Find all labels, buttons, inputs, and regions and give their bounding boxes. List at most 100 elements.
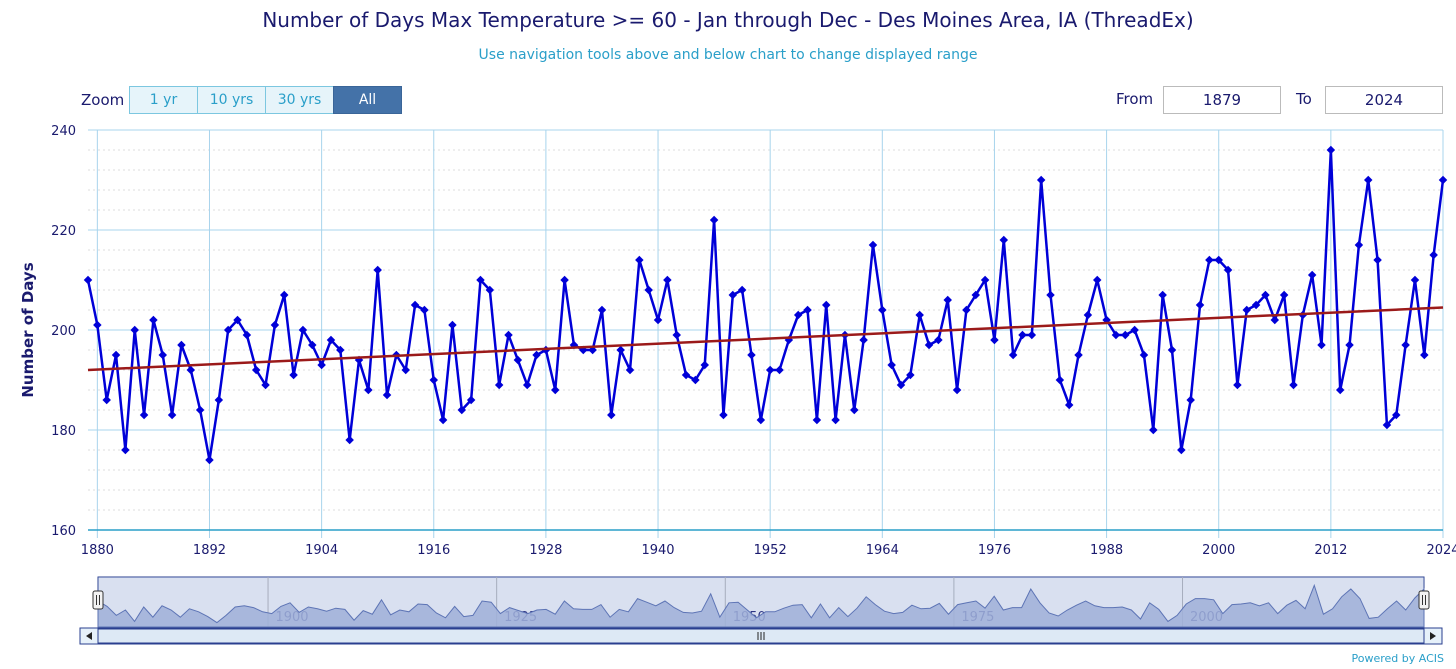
y-tick-label: 180 bbox=[51, 424, 76, 439]
to-label: To bbox=[1296, 90, 1312, 108]
data-point bbox=[850, 405, 859, 415]
y-axis-label: Number of Days bbox=[19, 262, 37, 397]
data-point bbox=[1130, 325, 1139, 335]
data-point bbox=[719, 410, 728, 420]
data-point bbox=[560, 275, 569, 285]
zoom-all-button[interactable]: All bbox=[333, 86, 402, 114]
data-point bbox=[1018, 330, 1027, 340]
data-point bbox=[990, 335, 999, 345]
data-point bbox=[681, 370, 691, 380]
from-input[interactable] bbox=[1163, 86, 1281, 114]
data-point bbox=[373, 265, 382, 275]
handle-body[interactable] bbox=[92, 590, 104, 610]
data-point bbox=[971, 290, 981, 300]
x-tick-label: 1988 bbox=[1090, 543, 1123, 558]
data-point bbox=[962, 305, 971, 315]
data-point bbox=[1242, 305, 1252, 315]
data-point bbox=[550, 385, 560, 395]
data-point bbox=[289, 370, 298, 380]
x-tick-label: 2000 bbox=[1202, 543, 1235, 558]
navigator-right-handle[interactable] bbox=[1418, 590, 1430, 610]
navigator-left-handle[interactable] bbox=[92, 590, 104, 610]
data-point bbox=[476, 275, 485, 285]
data-point bbox=[793, 310, 803, 320]
data-point bbox=[644, 285, 653, 295]
data-point bbox=[980, 275, 990, 285]
x-tick-label: 1892 bbox=[193, 543, 226, 558]
chart-title: Number of Days Max Temperature >= 60 - J… bbox=[262, 8, 1194, 32]
data-point bbox=[831, 415, 840, 425]
data-point bbox=[485, 285, 495, 295]
data-point bbox=[83, 275, 93, 285]
data-point bbox=[448, 320, 457, 330]
data-point bbox=[420, 305, 429, 315]
data-point bbox=[214, 395, 224, 405]
data-point bbox=[522, 380, 532, 390]
data-point bbox=[233, 315, 242, 325]
data-point bbox=[167, 410, 177, 420]
navigator-mask[interactable] bbox=[98, 577, 1424, 627]
data-point bbox=[158, 350, 168, 360]
data-point bbox=[382, 390, 392, 400]
plot-grid bbox=[88, 129, 1444, 531]
y-axis: 160 180 200 220 240 bbox=[51, 124, 76, 539]
data-point bbox=[429, 375, 439, 385]
data-point bbox=[1420, 350, 1429, 360]
to-input[interactable] bbox=[1325, 86, 1443, 114]
data-point bbox=[1373, 255, 1382, 265]
data-point bbox=[653, 315, 663, 325]
scroll-left-arrow-icon bbox=[86, 632, 92, 640]
data-point bbox=[765, 365, 775, 375]
data-point bbox=[102, 395, 111, 405]
navigator[interactable]: 19001925195019752000 bbox=[79, 576, 1443, 645]
data-point bbox=[943, 295, 952, 305]
credit-link[interactable]: Powered by ACIS bbox=[1351, 652, 1445, 665]
data-point bbox=[1083, 310, 1093, 320]
data-point bbox=[130, 325, 139, 335]
handle-body[interactable] bbox=[1418, 590, 1430, 610]
data-point bbox=[747, 350, 756, 360]
data-point bbox=[466, 395, 476, 405]
data-point bbox=[494, 380, 504, 390]
data-point bbox=[1251, 300, 1261, 310]
data-point bbox=[223, 325, 233, 335]
zoom-1yr-button[interactable]: 1 yr bbox=[129, 86, 198, 114]
data-point bbox=[1121, 330, 1130, 340]
data-point bbox=[1354, 240, 1364, 250]
data-point bbox=[756, 415, 766, 425]
data-point bbox=[663, 275, 672, 285]
x-tick-label: 1904 bbox=[305, 543, 338, 558]
data-point bbox=[326, 335, 336, 345]
data-point bbox=[1167, 345, 1177, 355]
data-point bbox=[1438, 175, 1448, 185]
data-point bbox=[317, 360, 326, 370]
data-point bbox=[1055, 375, 1065, 385]
data-point bbox=[1149, 425, 1158, 435]
data-point bbox=[597, 305, 607, 315]
trend-line bbox=[87, 306, 1444, 372]
data-point bbox=[1410, 275, 1420, 285]
zoom-10yrs-button[interactable]: 10 yrs bbox=[197, 86, 266, 114]
data-point bbox=[1205, 255, 1214, 265]
data-point bbox=[121, 445, 130, 455]
data-point bbox=[93, 320, 102, 330]
data-point bbox=[279, 290, 289, 300]
data-point bbox=[1382, 420, 1392, 430]
data-point bbox=[700, 360, 710, 370]
data-point bbox=[616, 345, 625, 355]
x-tick-label: 1952 bbox=[754, 543, 787, 558]
data-point bbox=[672, 330, 681, 340]
data-point bbox=[1233, 380, 1242, 390]
x-tick-label: 1964 bbox=[866, 543, 899, 558]
data-point bbox=[1074, 350, 1083, 360]
data-point bbox=[1139, 350, 1149, 360]
navigator-area bbox=[97, 583, 1425, 628]
data-point bbox=[513, 355, 523, 365]
data-point bbox=[1195, 300, 1205, 310]
data-point bbox=[887, 360, 896, 370]
y-tick-label: 200 bbox=[51, 324, 76, 339]
x-axis: 1880 1892 1904 1916 1928 1940 1952 1964 1976 1988… bbox=[81, 529, 1456, 558]
data-point bbox=[821, 300, 831, 310]
data-point bbox=[1158, 290, 1167, 300]
